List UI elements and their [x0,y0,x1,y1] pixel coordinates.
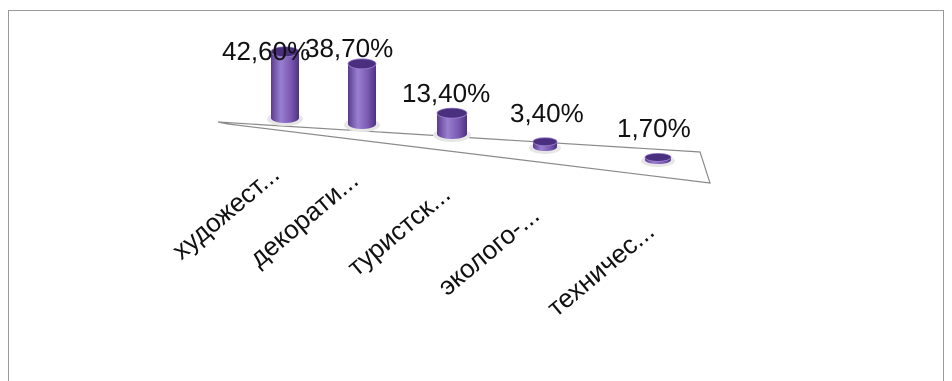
data-label-1: 38,70% [305,33,393,63]
bar-top [270,46,300,58]
data-label-3: 3,40% [510,98,584,128]
bar-top [532,137,558,147]
bar-body [271,51,299,123]
bar-3 [529,137,561,154]
bar-body [348,63,376,129]
bar-body [437,113,467,139]
bar-top [644,152,672,162]
bar-1 [344,58,380,132]
chart-frame [8,10,944,381]
bar-4 [641,152,675,167]
category-label-2: туристск... [341,179,456,282]
category-label-3: эколого-... [432,200,545,302]
data-label-2: 13,40% [402,78,490,108]
data-label-4: 1,70% [617,113,691,143]
bar-2 [433,107,471,142]
data-label-0: 42,60% [222,36,310,66]
category-label-4: техничес... [541,216,660,323]
bar-top [436,107,468,119]
bar-0 [267,46,303,126]
bar-top [347,58,377,70]
